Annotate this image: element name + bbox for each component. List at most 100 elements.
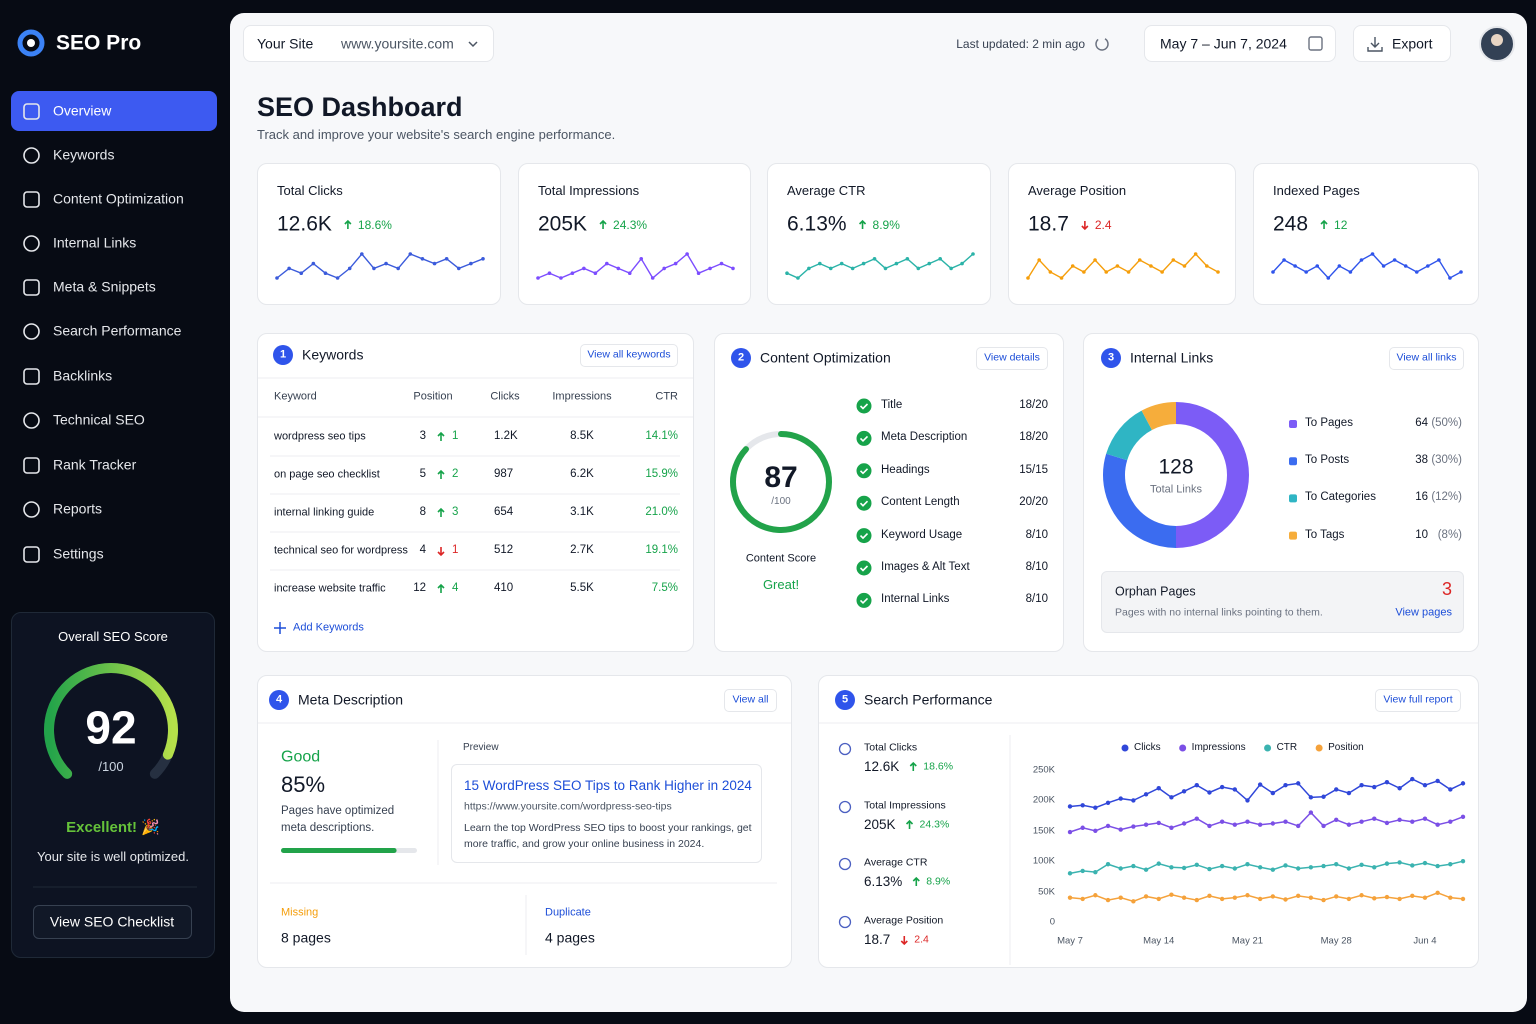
column-header: Keyword bbox=[274, 390, 317, 403]
series-point bbox=[1131, 824, 1136, 829]
kpi-value: 205K bbox=[538, 212, 588, 236]
series-point bbox=[1080, 825, 1085, 830]
spark-point bbox=[1093, 258, 1097, 262]
add-keywords[interactable]: Add Keywords bbox=[293, 621, 364, 634]
position-change: 4 bbox=[452, 582, 459, 595]
spark-point bbox=[1459, 270, 1463, 274]
spark-point bbox=[582, 266, 586, 271]
nav-item[interactable]: Technical SEO bbox=[53, 411, 145, 428]
button[interactable] bbox=[1375, 689, 1461, 712]
kpi-value: 18.7 bbox=[1028, 212, 1069, 236]
kpi-change: 8.9% bbox=[872, 217, 900, 232]
spark-point bbox=[1193, 252, 1198, 256]
spark-point bbox=[872, 257, 877, 261]
button-label[interactable]: View all links bbox=[1396, 351, 1457, 364]
position-change: 2 bbox=[452, 468, 459, 481]
trend-arrow bbox=[437, 469, 445, 479]
spark-point bbox=[916, 266, 921, 271]
series-point bbox=[1105, 862, 1111, 867]
link[interactable]: View pages bbox=[1395, 606, 1452, 619]
series-point bbox=[1334, 787, 1339, 792]
series-point bbox=[1080, 868, 1085, 874]
sparkline bbox=[1272, 253, 1462, 280]
spark-point bbox=[1037, 258, 1041, 262]
series-point bbox=[1207, 823, 1212, 829]
spark-point bbox=[311, 261, 316, 266]
button-label[interactable]: View SEO Checklist bbox=[49, 913, 175, 930]
series-point bbox=[1093, 869, 1098, 875]
y-tick-label: 200K bbox=[1032, 794, 1055, 806]
spark-point bbox=[708, 266, 712, 271]
spark-point bbox=[807, 266, 811, 271]
section-badge bbox=[731, 348, 751, 368]
button[interactable] bbox=[1389, 347, 1464, 370]
nav-item[interactable]: Rank Tracker bbox=[53, 456, 137, 473]
nav-item[interactable]: Reports bbox=[53, 500, 103, 517]
date-range-label[interactable]: May 7 – Jun 7, 2024 bbox=[1160, 35, 1287, 52]
button[interactable] bbox=[724, 689, 777, 712]
nav-item[interactable]: Content Optimization bbox=[53, 190, 184, 207]
metric-change: 2.4 bbox=[914, 933, 929, 946]
impressions: 2.7K bbox=[570, 544, 594, 557]
spark-point bbox=[818, 261, 822, 266]
series-point bbox=[1105, 897, 1111, 903]
button[interactable] bbox=[976, 347, 1048, 370]
button-label[interactable]: View full report bbox=[1383, 693, 1453, 706]
date-range[interactable] bbox=[1144, 25, 1336, 62]
button[interactable] bbox=[33, 905, 192, 939]
series-point bbox=[1245, 798, 1250, 803]
nav-item[interactable]: Backlinks bbox=[53, 367, 113, 384]
series-point bbox=[1422, 860, 1428, 866]
legend-label: Clicks bbox=[1134, 742, 1161, 753]
spark-point bbox=[861, 261, 866, 266]
nav-item[interactable]: Meta & Snippets bbox=[53, 278, 156, 295]
spark-point bbox=[894, 261, 899, 266]
export-button[interactable] bbox=[1353, 25, 1451, 62]
series-point bbox=[1232, 787, 1238, 792]
preview-label: Preview bbox=[463, 742, 499, 753]
metric-icon bbox=[838, 800, 852, 814]
position: 4 bbox=[419, 544, 426, 557]
site-select[interactable] bbox=[243, 25, 494, 62]
series-point bbox=[1118, 796, 1123, 801]
legend-label: To Tags bbox=[1305, 528, 1345, 541]
series-point bbox=[1295, 866, 1301, 871]
check-icon bbox=[856, 398, 872, 414]
button-label[interactable]: View details bbox=[984, 351, 1040, 364]
score-title: Overall SEO Score bbox=[58, 629, 168, 645]
nav-item[interactable]: Search Performance bbox=[53, 322, 182, 339]
preview-url: https://www.yoursite.com/wordpress-seo-t… bbox=[464, 800, 672, 813]
score-status: Excellent! 🎉 bbox=[66, 819, 160, 836]
button-label[interactable]: View all keywords bbox=[587, 348, 671, 361]
check-mark bbox=[859, 565, 869, 572]
button-label[interactable]: Export bbox=[1392, 35, 1433, 52]
nav-icon bbox=[23, 147, 40, 164]
section-title: Internal Links bbox=[1130, 349, 1214, 366]
series-point bbox=[1308, 795, 1314, 800]
series-point bbox=[1194, 783, 1199, 788]
nav-item[interactable]: Settings bbox=[53, 545, 104, 562]
column-header: CTR bbox=[655, 390, 678, 403]
nav-active[interactable] bbox=[11, 91, 217, 131]
series-point bbox=[1270, 867, 1276, 872]
legend-value: 64 bbox=[1415, 417, 1428, 430]
kpi-card bbox=[1253, 163, 1479, 305]
spark-point bbox=[905, 257, 910, 261]
series-point bbox=[1181, 865, 1187, 871]
donut-total: 128 bbox=[1158, 455, 1194, 479]
series-point bbox=[1232, 822, 1238, 827]
button-label[interactable]: View all bbox=[732, 693, 769, 706]
metric-icon bbox=[838, 857, 852, 871]
check-score: 18/20 bbox=[1019, 399, 1048, 412]
button[interactable] bbox=[580, 344, 678, 367]
series-point bbox=[1093, 893, 1098, 898]
nav-item[interactable]: Internal Links bbox=[53, 234, 137, 251]
nav-item[interactable]: Keywords bbox=[53, 146, 115, 163]
y-tick-label: 250K bbox=[1032, 764, 1055, 776]
x-tick-label: May 14 bbox=[1143, 935, 1175, 947]
nav-item[interactable]: Overview bbox=[53, 102, 112, 119]
series-point bbox=[1245, 862, 1250, 867]
check-name: Meta Description bbox=[881, 431, 968, 444]
kpi-value: 6.13% bbox=[787, 212, 847, 236]
